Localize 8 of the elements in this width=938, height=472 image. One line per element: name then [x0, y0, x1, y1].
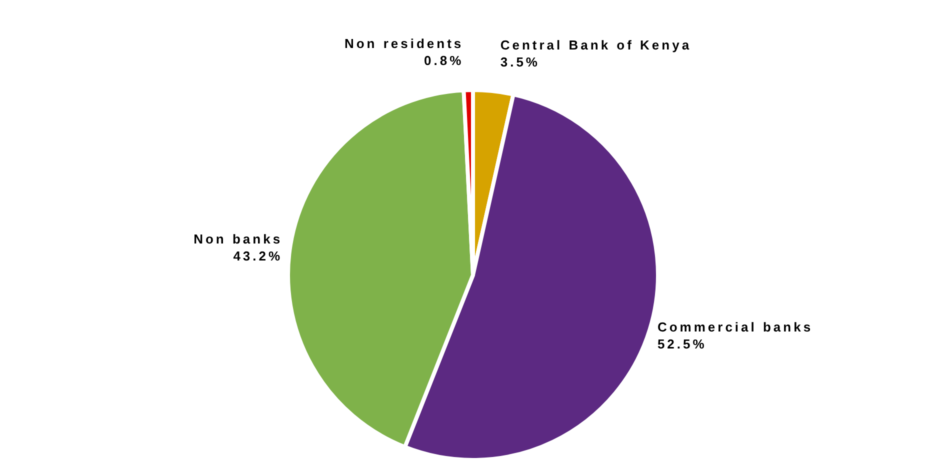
data-label: 3.5% — [500, 54, 540, 70]
slice-label: Non residents — [344, 36, 464, 52]
slice-label: Central Bank of Kenya — [500, 37, 692, 52]
slice-label: Non banks — [194, 232, 283, 247]
slice-label: Commercial banks — [657, 320, 814, 335]
data-label: 43.2% — [233, 248, 283, 264]
data-label: 52.5% — [657, 336, 707, 352]
data-label: 0.8% — [424, 53, 464, 68]
